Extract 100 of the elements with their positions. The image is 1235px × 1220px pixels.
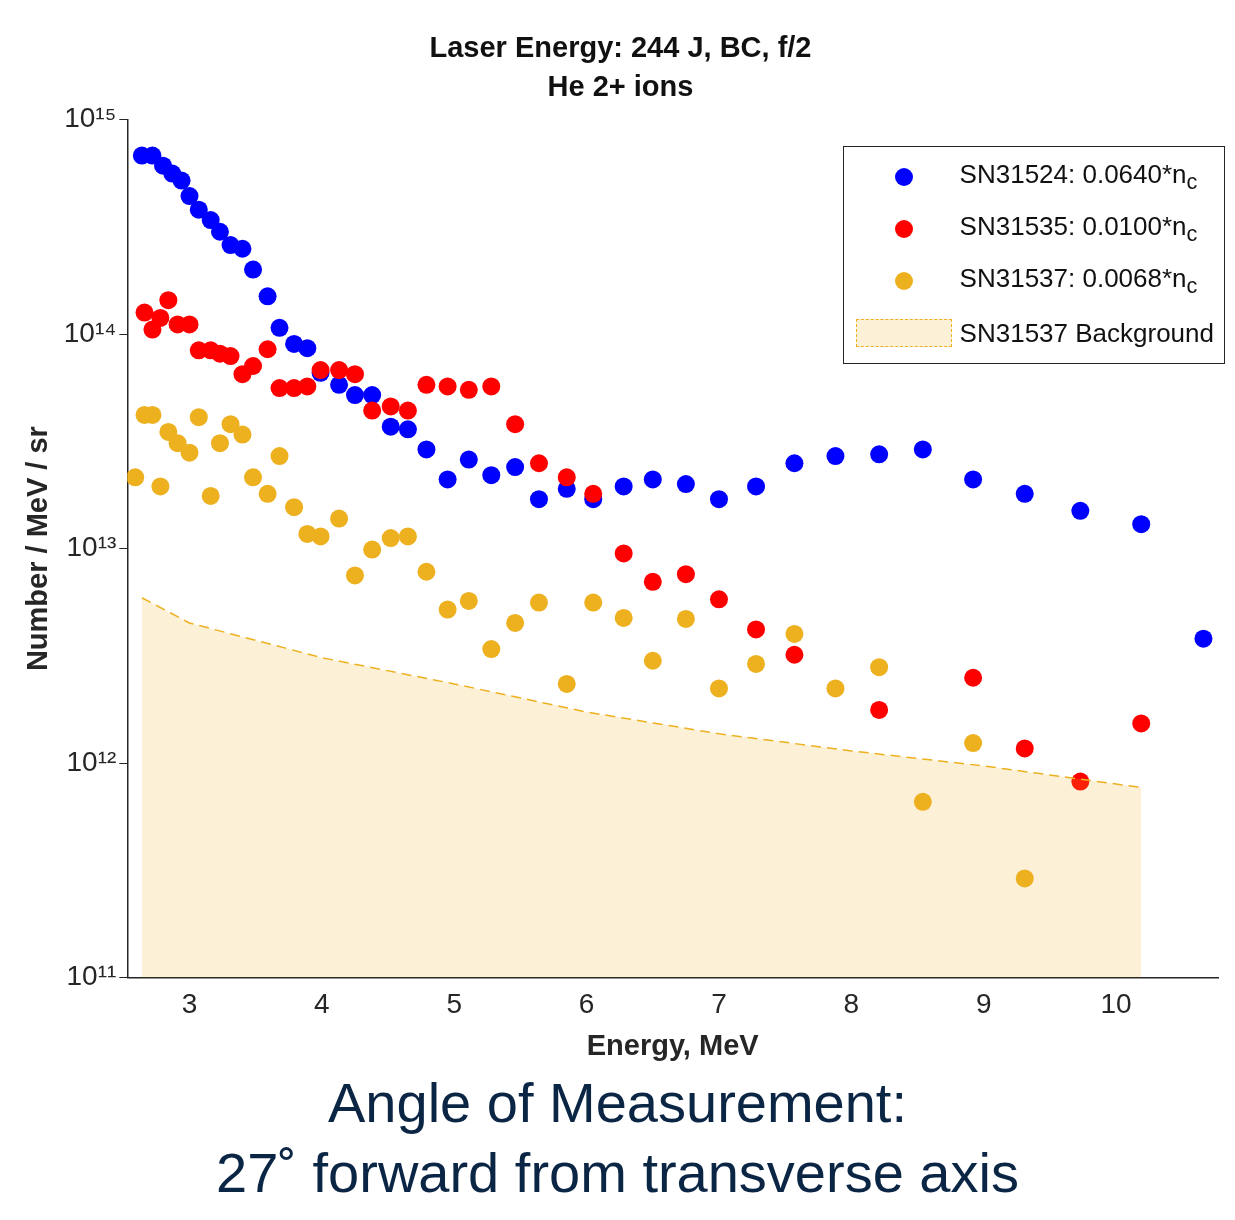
point <box>1071 772 1090 791</box>
point <box>298 377 317 396</box>
chart-title: Laser Energy: 244 J, BC, f/2 <box>429 31 812 64</box>
point <box>363 540 382 559</box>
point <box>529 593 548 612</box>
text: Angle of Measurement: <box>327 1070 908 1136</box>
point <box>557 674 576 693</box>
point <box>345 365 364 384</box>
point <box>159 422 178 441</box>
point <box>270 318 289 337</box>
point <box>676 475 695 494</box>
point <box>417 562 436 581</box>
point <box>643 651 662 670</box>
point <box>151 477 170 496</box>
point <box>614 608 633 627</box>
y-tick-label: 10¹³ <box>66 531 117 563</box>
point <box>330 361 349 380</box>
point <box>785 624 804 643</box>
point <box>189 408 208 427</box>
point <box>459 450 478 469</box>
point <box>201 211 220 230</box>
point <box>159 291 178 310</box>
legend-label: SN31524: 0.0640*n$_{c}$ <box>959 158 1198 196</box>
legend-label: SN31537 Background <box>959 317 1214 349</box>
point <box>506 613 525 632</box>
point <box>870 658 889 677</box>
x-axis-title: Energy, MeV <box>586 1028 760 1061</box>
point <box>1194 629 1213 648</box>
point <box>506 458 525 477</box>
x-tick-label: 9 <box>975 988 992 1020</box>
point <box>363 386 382 405</box>
legend-label: SN31537: 0.0068*n$_{c}$ <box>959 262 1198 300</box>
point <box>285 498 304 517</box>
point <box>826 447 845 466</box>
point <box>529 490 548 509</box>
y-axis-title: Number / MeV / sr <box>21 426 54 672</box>
point <box>168 434 187 453</box>
point <box>233 239 252 258</box>
point <box>258 340 277 359</box>
point <box>614 477 633 496</box>
point <box>438 377 457 396</box>
point <box>643 572 662 591</box>
point <box>221 347 240 366</box>
point <box>330 375 349 394</box>
y-tick-label: 10¹⁴ <box>63 316 117 348</box>
point <box>482 377 501 396</box>
point <box>964 470 983 489</box>
y-tick-label: 10¹¹ <box>66 960 117 992</box>
x-tick-label: 5 <box>446 988 463 1020</box>
point <box>151 308 170 327</box>
point <box>298 339 317 358</box>
point <box>676 609 695 628</box>
point <box>614 544 633 563</box>
y-tick-label: 10¹⁵ <box>64 102 117 134</box>
point <box>709 490 728 509</box>
point <box>311 527 330 546</box>
point <box>584 484 603 503</box>
point <box>1132 515 1151 534</box>
point <box>135 303 154 322</box>
point <box>870 445 889 464</box>
point <box>709 590 728 609</box>
point <box>785 454 804 473</box>
point <box>438 470 457 489</box>
point <box>747 477 766 496</box>
point <box>584 593 603 612</box>
point <box>438 600 457 619</box>
point <box>381 417 400 436</box>
x-tick-label: 6 <box>578 988 595 1020</box>
point <box>459 380 478 399</box>
x-tick-label: 8 <box>843 988 860 1020</box>
point <box>381 397 400 416</box>
point <box>180 443 199 462</box>
point <box>244 468 263 487</box>
point <box>258 484 277 503</box>
point <box>676 565 695 584</box>
y-tick-label: 10¹² <box>66 745 117 777</box>
point <box>363 401 382 420</box>
point <box>482 640 501 659</box>
point <box>244 357 263 376</box>
point <box>180 187 199 206</box>
point <box>1015 484 1034 503</box>
point <box>172 171 191 190</box>
legend-label: SN31535: 0.0100*n$_{c}$ <box>959 210 1198 248</box>
point <box>398 420 417 439</box>
point <box>221 415 240 434</box>
point <box>210 222 229 241</box>
point <box>189 200 208 219</box>
point <box>785 645 804 664</box>
point <box>964 734 983 753</box>
point <box>345 566 364 585</box>
point <box>506 415 525 434</box>
point <box>1132 714 1151 733</box>
point <box>201 486 220 505</box>
point <box>210 434 229 453</box>
point <box>709 679 728 698</box>
point <box>233 425 252 444</box>
point <box>529 454 548 473</box>
point <box>1071 501 1090 520</box>
point <box>398 401 417 420</box>
x-tick-label: 10 <box>1100 988 1132 1020</box>
